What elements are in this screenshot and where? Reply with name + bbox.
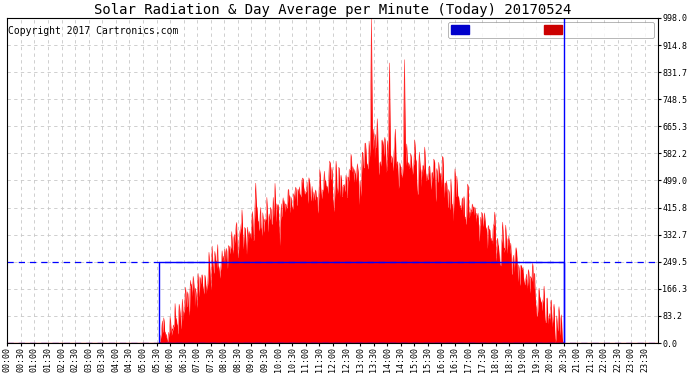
Legend: Median (W/m2), Radiation (W/m2): Median (W/m2), Radiation (W/m2) xyxy=(448,22,653,38)
Title: Solar Radiation & Day Average per Minute (Today) 20170524: Solar Radiation & Day Average per Minute… xyxy=(94,3,571,17)
Text: Copyright 2017 Cartronics.com: Copyright 2017 Cartronics.com xyxy=(8,26,178,36)
Bar xyxy=(159,262,564,343)
